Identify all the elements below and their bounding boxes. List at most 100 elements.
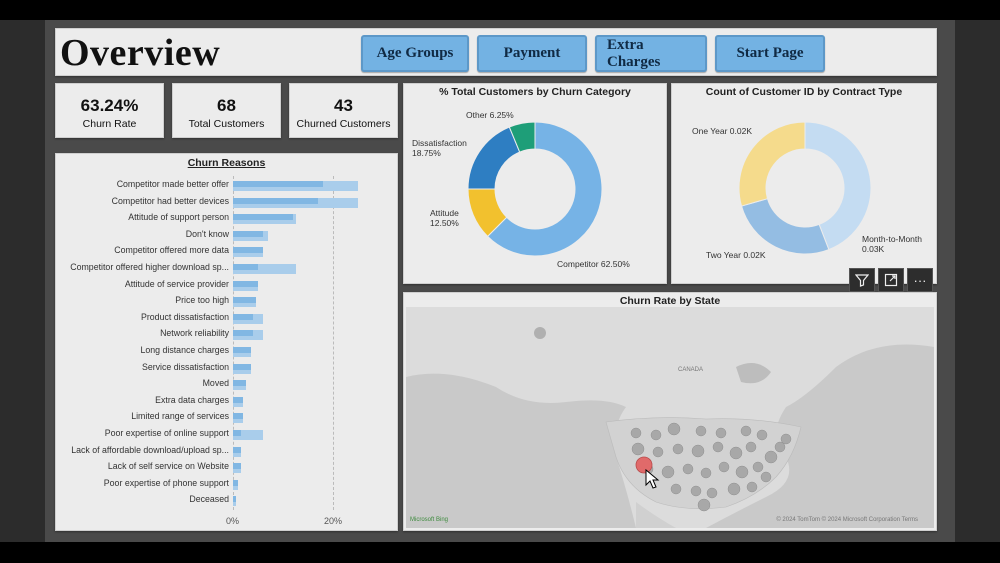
churn-reason-bar-highlight[interactable] xyxy=(233,380,246,387)
churn-reason-row[interactable]: Competitor had better devices xyxy=(56,195,397,211)
highlighted-state-bubble[interactable] xyxy=(635,456,653,474)
churn-reason-row[interactable]: Poor expertise of online support xyxy=(56,427,397,443)
focus-mode-icon[interactable] xyxy=(878,268,904,292)
churn-reason-bar[interactable] xyxy=(233,264,296,274)
churn-reason-row[interactable]: Service dissatisfaction xyxy=(56,361,397,377)
churn-reason-label: Poor expertise of online support xyxy=(104,428,229,438)
screen-background: Overview Age Groups Payment Extra Charge… xyxy=(0,20,1000,542)
axis-tick-label: 0% xyxy=(226,516,240,526)
north-america-map[interactable] xyxy=(406,307,934,528)
extra-charges-button[interactable]: Extra Charges xyxy=(595,35,707,72)
slice-label: Attitude 12.50% xyxy=(430,208,459,228)
churn-reason-row[interactable]: Product dissatisfaction xyxy=(56,311,397,327)
mouse-cursor-icon xyxy=(645,468,660,489)
churn-reason-label: Lack of affordable download/upload sp... xyxy=(71,444,229,455)
churn-reason-bar-highlight[interactable] xyxy=(233,330,253,337)
contract-type-donut-card[interactable]: Count of Customer ID by Contract Type Mo… xyxy=(671,83,937,284)
kpi-label: Churned Customers xyxy=(296,118,391,130)
contract-type-donut[interactable] xyxy=(672,84,936,283)
churn-reason-row[interactable]: Lack of affordable download/upload sp... xyxy=(56,444,397,460)
churn-reason-label: Attitude of service provider xyxy=(124,278,229,289)
churn-by-state-map-card[interactable]: Churn Rate by State CANADA xyxy=(403,292,937,531)
churn-reason-bar-highlight[interactable] xyxy=(233,413,243,420)
churn-reason-bar-highlight[interactable] xyxy=(233,446,241,453)
churn-reason-row[interactable]: Extra data charges xyxy=(56,394,397,410)
churn-reason-label: Competitor offered higher download sp... xyxy=(70,262,229,272)
kpi-label: Churn Rate xyxy=(82,118,137,130)
chart-title: Churn Rate by State xyxy=(619,295,721,307)
churn-reason-bar-highlight[interactable] xyxy=(233,181,323,187)
donut-slice-0[interactable] xyxy=(804,121,872,251)
header-bar: Overview Age Groups Payment Extra Charge… xyxy=(55,28,937,76)
churn-reason-bar-highlight[interactable] xyxy=(233,247,263,254)
kpi-value: 68 xyxy=(217,96,236,115)
chart-title: Count of Customer ID by Contract Type xyxy=(705,86,903,98)
slice-label: One Year 0.02K xyxy=(692,126,753,136)
churn-reason-label: Competitor had better devices xyxy=(111,195,229,206)
churn-reason-row[interactable]: Competitor offered higher download sp... xyxy=(56,261,397,277)
churn-reason-bar-highlight[interactable] xyxy=(233,396,243,403)
churn-reason-row[interactable]: Attitude of support person xyxy=(56,211,397,227)
kpi-value: 43 xyxy=(334,96,353,115)
kpi-total-customers[interactable]: 68 Total Customers xyxy=(172,83,281,138)
churn-reason-row[interactable]: Attitude of service provider xyxy=(56,278,397,294)
churn-reason-row[interactable]: Don't know xyxy=(56,228,397,244)
payment-button[interactable]: Payment xyxy=(477,35,587,72)
slice-label: Month-to-Month 0.03K xyxy=(862,234,922,254)
churn-reason-bar-highlight[interactable] xyxy=(233,496,236,503)
axis-tick-label: 20% xyxy=(324,516,343,526)
map-attribution[interactable]: © 2024 TomTom © 2024 Microsoft Corporati… xyxy=(776,517,918,523)
churn-reason-row[interactable]: Deceased xyxy=(56,493,397,509)
churn-reason-row[interactable]: Poor expertise of phone support xyxy=(56,477,397,493)
churn-category-donut-card[interactable]: % Total Customers by Churn Category Comp… xyxy=(403,83,667,284)
churn-reason-row[interactable]: Long distance charges xyxy=(56,344,397,360)
map-canvas[interactable]: CANADA Microsoft Bing © 2024 TomTom © 20… xyxy=(406,307,934,528)
map-provider-logo: Microsoft Bing xyxy=(410,517,449,523)
churn-reason-bar-highlight[interactable] xyxy=(233,214,293,221)
churn-reason-label: Product dissatisfaction xyxy=(140,311,229,322)
slice-label: Dissatisfaction 18.75% xyxy=(412,138,467,158)
churn-reason-bar-highlight[interactable] xyxy=(233,297,256,304)
axis-gridline xyxy=(333,176,334,510)
churn-reason-row[interactable]: Competitor made better offer xyxy=(56,178,397,194)
churn-reason-bar-highlight[interactable] xyxy=(233,280,258,287)
churn-reason-label: Poor expertise of phone support xyxy=(103,477,229,488)
churn-reason-bar-highlight[interactable] xyxy=(233,347,251,353)
churn-reason-bar-highlight[interactable] xyxy=(233,363,251,370)
start-page-button[interactable]: Start Page xyxy=(715,35,825,72)
churn-reason-bar-highlight[interactable] xyxy=(233,264,258,270)
churn-reason-row[interactable]: Lack of self service on Website xyxy=(56,460,397,476)
churn-reason-row[interactable]: Network reliability xyxy=(56,327,397,343)
churn-reason-row[interactable]: Price too high xyxy=(56,294,397,310)
donut-slice-3[interactable] xyxy=(508,121,536,153)
churn-reason-bar[interactable] xyxy=(233,430,263,440)
churn-reason-row[interactable]: Moved xyxy=(56,377,397,393)
age-groups-button[interactable]: Age Groups xyxy=(361,35,469,72)
churn-reason-bar-highlight[interactable] xyxy=(233,430,241,436)
axis-gridline xyxy=(233,176,234,510)
churn-reason-bar-highlight[interactable] xyxy=(233,463,241,470)
state-bubbles[interactable] xyxy=(630,422,792,512)
churn-reason-bar-highlight[interactable] xyxy=(233,479,238,486)
donut-slice-2[interactable] xyxy=(738,121,806,207)
churn-reason-bar-highlight[interactable] xyxy=(233,230,263,237)
kpi-churned-customers[interactable]: 43 Churned Customers xyxy=(289,83,398,138)
more-options-icon[interactable]: ··· xyxy=(907,268,933,292)
donut-slice-1[interactable] xyxy=(740,198,830,255)
churn-reason-row[interactable]: Competitor offered more data xyxy=(56,244,397,260)
chart-title: Churn Reasons xyxy=(187,157,266,169)
churn-reason-bar-highlight[interactable] xyxy=(233,313,253,320)
churn-category-donut[interactable] xyxy=(404,84,666,283)
kpi-value: 63.24% xyxy=(80,96,139,115)
filter-icon[interactable] xyxy=(849,268,875,292)
kpi-churn-rate[interactable]: 63.24% Churn Rate xyxy=(55,83,164,138)
churn-reason-label: Limited range of services xyxy=(131,411,229,422)
churn-reason-label: Service dissatisfaction xyxy=(141,361,229,372)
donut-slice-0[interactable] xyxy=(486,121,603,257)
churn-reasons-chart[interactable]: Churn Reasons 0% 20% Competitor made bet… xyxy=(55,153,398,531)
churn-reason-bar-highlight[interactable] xyxy=(233,197,318,204)
donut-slice-2[interactable] xyxy=(467,126,521,190)
churn-reason-row[interactable]: Limited range of services xyxy=(56,410,397,426)
slice-label: Two Year 0.02K xyxy=(706,250,766,260)
slice-label: Competitor 62.50% xyxy=(557,259,630,269)
